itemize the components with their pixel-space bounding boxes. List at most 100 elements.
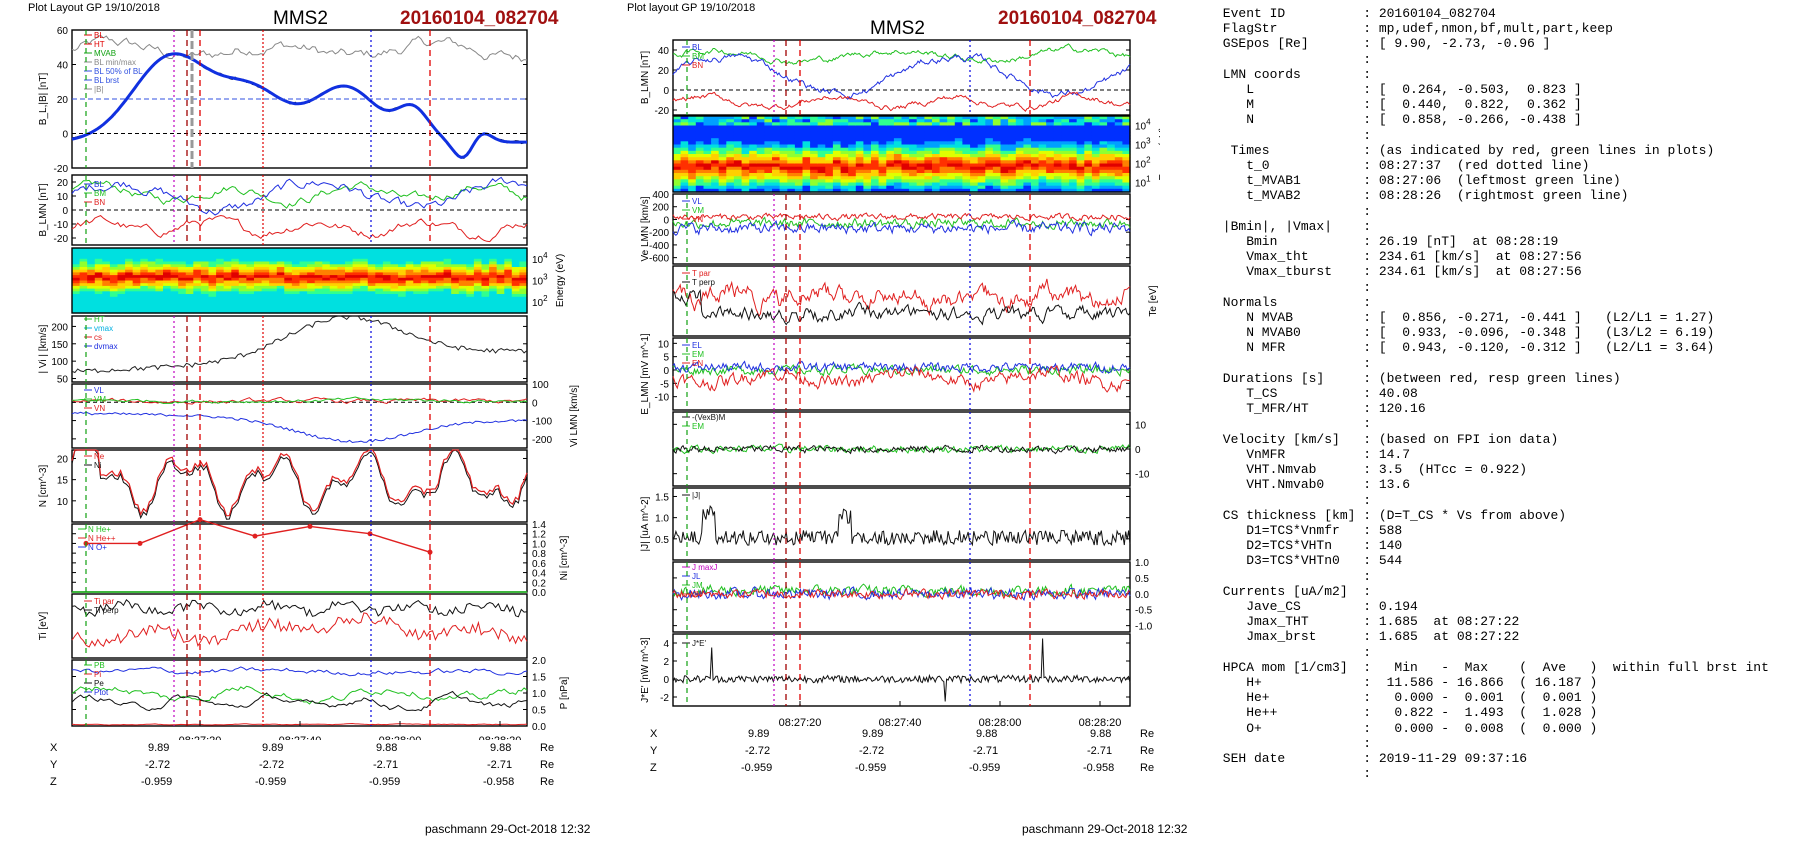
heatmap-cell [1008, 119, 1017, 123]
heatmap-cell [147, 250, 156, 254]
heatmap-cell [1000, 135, 1009, 139]
heatmap-cell [962, 166, 971, 171]
heatmap-cell [932, 169, 941, 174]
heatmap-cell [962, 154, 971, 158]
heatmap-cell [147, 296, 156, 301]
heatmap-cell [276, 272, 285, 276]
heatmap-cell [200, 288, 210, 292]
heatmap-cell [489, 291, 498, 295]
heatmap-cell [307, 272, 316, 276]
heatmap-cell [170, 285, 179, 290]
heatmap-cell [511, 267, 520, 271]
heatmap-cell [345, 310, 354, 314]
heatmap-cell [345, 258, 354, 263]
info-line: : [1215, 492, 1372, 508]
heatmap-cell [269, 261, 278, 265]
heatmap-cell [779, 138, 788, 142]
heatmap-cell [825, 141, 834, 146]
heatmap-cell [962, 182, 971, 187]
heatmap-cell [1015, 122, 1024, 127]
heatmap-cell [855, 176, 864, 180]
heatmap-cell [756, 125, 765, 130]
y-tick-label: 1.5 [655, 492, 669, 503]
heatmap-cell [1076, 128, 1085, 133]
heatmap-cell [375, 304, 384, 309]
heatmap-cell [1091, 125, 1101, 130]
heatmap-cell [132, 256, 141, 260]
heatmap-cell [1084, 122, 1093, 127]
heatmap-cell [718, 166, 727, 171]
heatmap-cell [193, 294, 202, 298]
heatmap-cell [772, 185, 781, 190]
heatmap-cell [519, 296, 528, 301]
heatmap-cell [1015, 179, 1024, 184]
heatmap-cell [504, 261, 513, 265]
heatmap-cell [481, 302, 490, 306]
heatmap-cell [87, 296, 96, 301]
heatmap-cell [307, 256, 316, 260]
heatmap-cell [451, 280, 460, 284]
heatmap-cell [779, 176, 788, 180]
heatmap-cell [733, 157, 743, 161]
y-tick-label: 60 [57, 26, 69, 37]
heatmap-cell [496, 272, 505, 276]
heatmap-cell [970, 166, 979, 171]
x-tick-label: 08:28:20 [1079, 717, 1122, 729]
heatmap-cell [772, 157, 781, 161]
heatmap-cell [185, 299, 194, 303]
heatmap-cell [1046, 176, 1055, 180]
heatmap-cell [140, 302, 149, 306]
heatmap-cell [1114, 135, 1123, 139]
heatmap-cell [992, 141, 1002, 146]
heatmap-cell [473, 256, 483, 260]
heatmap-cell [193, 283, 202, 287]
heatmap-cell [1061, 166, 1070, 171]
panel-frame-te [672, 265, 1131, 337]
heatmap-cell [216, 288, 225, 292]
panel-frame-vi [71, 315, 528, 383]
heatmap-cell [496, 302, 505, 306]
heatmap-cell [840, 163, 849, 168]
heatmap-cell [420, 302, 429, 306]
heatmap-cell [1107, 163, 1116, 168]
heatmap-cell [1099, 169, 1108, 174]
heatmap-cell [375, 250, 384, 254]
heatmap-cell [94, 283, 103, 287]
y-tick-label: 200 [51, 322, 68, 333]
heatmap-cell [772, 160, 781, 165]
heatmap-cell [238, 288, 247, 292]
heatmap-cell [147, 256, 156, 260]
y-tick-label: -10 [655, 393, 670, 404]
heatmap-cell [901, 185, 910, 190]
heatmap-cell [947, 150, 956, 155]
heatmap-cell [932, 141, 941, 146]
heatmap-cell [238, 302, 247, 306]
heatmap-cell [94, 277, 103, 282]
heatmap-cell [848, 179, 857, 184]
heatmap-cell [125, 294, 134, 298]
info-line: t_0 : 08:27:37 (red dotted line) [1215, 158, 1590, 174]
heatmap-cell [481, 299, 490, 303]
heatmap-cell [1076, 138, 1085, 142]
heatmap-cell [886, 131, 895, 136]
heatmap-cell [382, 258, 392, 263]
heatmap-cell [1061, 122, 1070, 127]
heatmap-cell [992, 169, 1002, 174]
left-footer: paschmann 29-Oct-2018 12:32 [425, 822, 591, 836]
heatmap-cell [718, 182, 727, 187]
heatmap-cell [1069, 173, 1078, 177]
heatmap-cell [155, 302, 164, 306]
heatmap-cell [193, 248, 202, 252]
heatmap-cell [1091, 160, 1101, 165]
heatmap-cell [329, 267, 338, 271]
heatmap-cell [733, 122, 743, 127]
heatmap-cell [1069, 147, 1078, 152]
heatmap-cell [329, 275, 338, 279]
heatmap-cell [954, 119, 963, 123]
heatmap-cell [1107, 179, 1116, 184]
panel-frame-blmn [672, 39, 1131, 116]
heatmap-cell [140, 304, 149, 309]
heatmap-cell [117, 285, 126, 290]
heatmap-cell [276, 299, 285, 303]
heatmap-cell [125, 285, 134, 290]
